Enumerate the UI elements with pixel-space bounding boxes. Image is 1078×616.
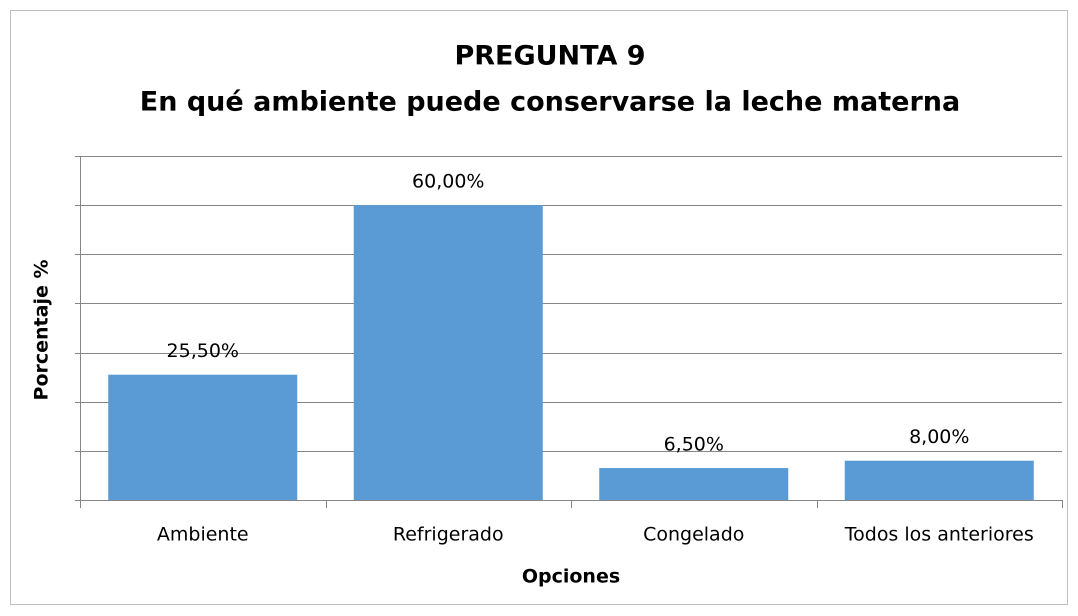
x-tick-label: Refrigerado bbox=[393, 524, 504, 546]
data-label: 8,00% bbox=[909, 426, 969, 448]
bar bbox=[108, 374, 298, 500]
bar bbox=[353, 205, 543, 500]
data-label: 6,50% bbox=[664, 434, 724, 456]
x-tick-label: Ambiente bbox=[157, 524, 249, 546]
bar bbox=[599, 468, 789, 500]
bar bbox=[844, 460, 1034, 500]
chart-title: PREGUNTA 9 bbox=[454, 41, 645, 72]
x-tick-label: Todos los anteriores bbox=[844, 524, 1034, 546]
x-tick-label: Congelado bbox=[643, 524, 744, 546]
y-axis-label: Porcentaje % bbox=[31, 260, 53, 401]
data-label: 25,50% bbox=[167, 340, 239, 362]
x-axis-label: Opciones bbox=[522, 566, 620, 588]
chart-subtitle: En qué ambiente puede conservarse la lec… bbox=[140, 87, 960, 118]
data-label: 60,00% bbox=[412, 171, 484, 193]
